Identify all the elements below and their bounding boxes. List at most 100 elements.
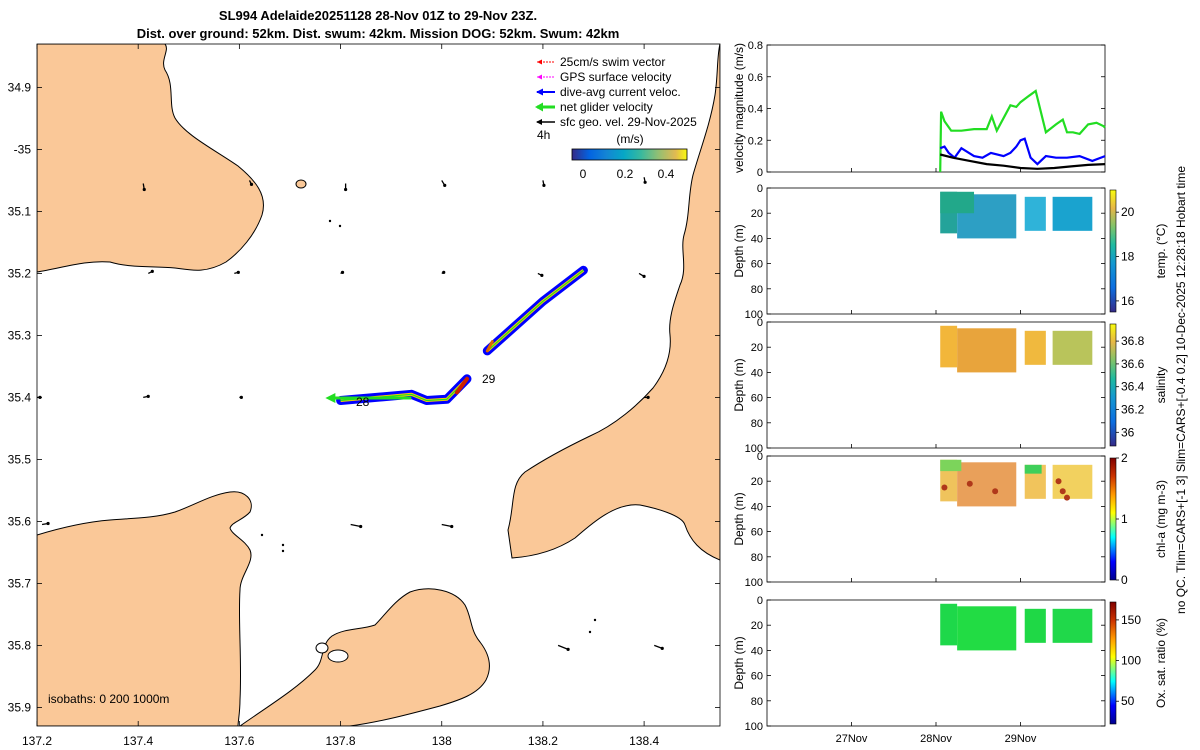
section-frame-salinity	[766, 321, 1106, 449]
glider-net-track	[486, 269, 584, 352]
colorbar-tick-label: 36.8	[1121, 334, 1145, 348]
section-frame-oxygen	[766, 599, 1106, 727]
colorbar-tick-label: 150	[1121, 613, 1141, 627]
islet-7	[593, 618, 597, 622]
colorbar-tick-label: 1	[1121, 512, 1128, 526]
section-y-tick-label: 20	[751, 620, 763, 632]
section-panel-chla: 0 20 40 60 80 100 Depth (m) 0 1 2 chl-a (mg m-3)	[732, 451, 1168, 589]
chla-surface-low	[940, 459, 962, 472]
geo-velocity-arrowhead	[442, 270, 446, 274]
colorbar-tick-label: 36.2	[1121, 403, 1145, 417]
land-fleurieu-coast	[507, 44, 720, 561]
isobaths-note: isobaths: 0 200 1000m	[48, 692, 169, 706]
island-1	[295, 179, 307, 189]
map-y-tick-label: 35.6	[8, 514, 32, 528]
section-data-block	[940, 325, 958, 368]
velocity-y-axis: 0 0.2 0.4 0.6 0.8	[748, 40, 1105, 179]
section-y-tick-label: 100	[745, 721, 763, 733]
chla-high-spot	[1063, 494, 1070, 501]
map-y-tick-label: 35.1	[8, 204, 32, 218]
map-y-tick-label: 35.3	[8, 328, 32, 342]
legend-label-dive-avg: dive-avg current veloc.	[560, 85, 681, 99]
section-y-tick-label: 100	[745, 577, 763, 589]
geo-velocity-arrowhead	[450, 524, 454, 529]
section-y-tick-label: 100	[745, 309, 763, 321]
geo-velocity-arrowhead	[340, 270, 345, 274]
section-data-block	[957, 606, 1017, 651]
geo-velocity-arrowhead	[236, 270, 240, 274]
geo-velocity-arrowhead	[646, 395, 650, 399]
section-data-block	[940, 603, 958, 646]
velocity-y-label: velocity magnitude (m/s)	[732, 43, 746, 173]
speed-colorbar-unit: (m/s)	[616, 132, 643, 146]
geo-velocity-arrowhead	[566, 647, 570, 652]
section-y-label-salinity: Depth (m)	[732, 358, 746, 411]
figure-title-line1: SL994 Adelaide20251128 28-Nov 01Z to 29-…	[219, 8, 537, 23]
legend-entry-swim-vector: 25cm/s swim vector	[537, 55, 665, 69]
islet-1	[281, 543, 285, 547]
side-caption: no QC. Tlim=CARS+[-1 3] Slim=CARS+[-0.4 …	[1174, 166, 1188, 614]
glider-track-end	[454, 376, 469, 395]
velocity-panel: 0 0.2 0.4 0.6 0.8 velocity magnitude (m/s)	[732, 40, 1106, 179]
map-legend: 25cm/s swim vector GPS surface velocity …	[535, 55, 697, 129]
section-data-block	[1024, 330, 1046, 365]
colorbar-tick-label: 100	[1121, 654, 1141, 668]
velocity-panel-frame	[766, 44, 1106, 173]
land-southern-yorke	[37, 491, 252, 726]
section-data-block	[1024, 196, 1046, 231]
legend-entry-gps-velocity: GPS surface velocity	[537, 70, 671, 84]
land-masses	[37, 44, 720, 726]
map-panel: 137.2 137.4 137.6 137.8 138 138.2 138.4 34.9 -3…	[8, 43, 721, 748]
map-y-tick-label: 35.8	[8, 638, 32, 652]
glider-net-track	[340, 378, 468, 402]
figure-title-line2: Dist. over ground: 52km. Dist. swum: 42k…	[137, 26, 620, 41]
geo-velocity-arrowhead	[150, 269, 154, 273]
map-x-tick-label: 137.6	[224, 734, 254, 748]
islet-2	[281, 549, 285, 553]
colorbar-oxygen	[1109, 601, 1117, 725]
geo-velocity-arrowhead	[642, 274, 646, 278]
colorbar-tick-label: 36	[1121, 425, 1135, 439]
speed-colorbar-tick-0: 0	[580, 167, 587, 181]
geo-velocity-arrowhead	[540, 273, 544, 277]
map-x-tick-label: 138.2	[528, 734, 558, 748]
geo-velocity-arrowhead	[46, 521, 50, 526]
legend-label-sfc-geo: sfc geo. vel. 29-Nov-2025	[560, 115, 697, 129]
section-data-block	[957, 462, 1017, 507]
section-y-tick-label: 20	[751, 208, 763, 220]
section-y-tick-label: 40	[751, 645, 763, 657]
section-y-tick-label: 40	[751, 501, 763, 513]
section-y-tick-label: 100	[745, 443, 763, 455]
island-3	[315, 642, 329, 654]
geo-velocity-arrowhead	[344, 187, 348, 192]
sfc-geo-velocity-arrows	[37, 177, 664, 652]
section-y-tick-label: 40	[751, 367, 763, 379]
legend-entry-sfc-geo: sfc geo. vel. 29-Nov-2025	[536, 115, 697, 129]
chla-high-spot	[1055, 478, 1062, 485]
colorbar-salinity	[1109, 323, 1117, 447]
map-x-tick-label: 138	[432, 734, 452, 748]
section-panel-temperature: 0 20 40 60 80 100 Depth (m) 16 18 20 temp. (°C)	[732, 183, 1168, 321]
legend-entry-net-glider: net glider velocity	[535, 100, 653, 114]
section-frame-temperature	[766, 187, 1106, 315]
section-y-tick-label: 60	[751, 671, 763, 683]
colorbar-tick-label: 36.4	[1121, 380, 1145, 394]
map-y-tick-label: -35	[14, 142, 32, 156]
islet-5	[338, 224, 342, 228]
speed-colorbar-gradient	[571, 148, 688, 161]
speed-colorbar-tick-1: 0.2	[617, 167, 634, 181]
map-y-axis: 34.9 -35 35.1 35.2 35.3 35.4 35.5 35.6 35.7 35.8 3…	[8, 80, 720, 714]
legend-label-net-glider: net glider velocity	[560, 100, 653, 114]
geo-velocity-arrowhead	[542, 183, 546, 187]
velocity-series	[851, 89, 1106, 173]
section-y-tick-label: 0	[757, 183, 763, 195]
map-annotation-4h: 4h	[537, 128, 550, 142]
island-2	[327, 649, 349, 663]
section-y-tick-label: 80	[751, 284, 763, 296]
section-data-block	[957, 328, 1017, 373]
time-x-tick-label: 29Nov	[1005, 733, 1037, 745]
section-y-label-temperature: Depth (m)	[732, 224, 746, 277]
land-yorke-peninsula	[37, 44, 264, 273]
colorbar-tick-label: 20	[1121, 205, 1135, 219]
